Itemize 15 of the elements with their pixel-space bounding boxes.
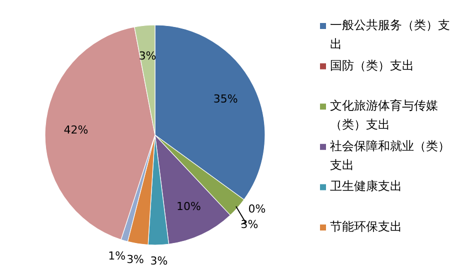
legend-label: 节能环保支出 <box>330 219 402 234</box>
data-label: 35% <box>213 92 238 106</box>
legend-label: 文化旅游体育与传媒（类）支出 <box>330 98 438 132</box>
data-label: 10% <box>176 200 201 214</box>
text: 0% <box>248 202 266 216</box>
legend-label: 国防（类）支出 <box>330 58 414 72</box>
data-label: 3% <box>240 218 258 231</box>
data-label: 42% <box>64 124 88 137</box>
data-label: 1% <box>108 249 126 262</box>
data-label: 3% <box>138 50 156 63</box>
legend-label: 一般公共服务（类）支出 <box>330 18 450 51</box>
legend-label: 社会保障和就业（类）支出 <box>330 138 450 172</box>
data-label: 3% <box>150 254 168 268</box>
data-label: 3% <box>126 252 144 266</box>
legend-label: 卫生健康支出 <box>330 178 402 193</box>
